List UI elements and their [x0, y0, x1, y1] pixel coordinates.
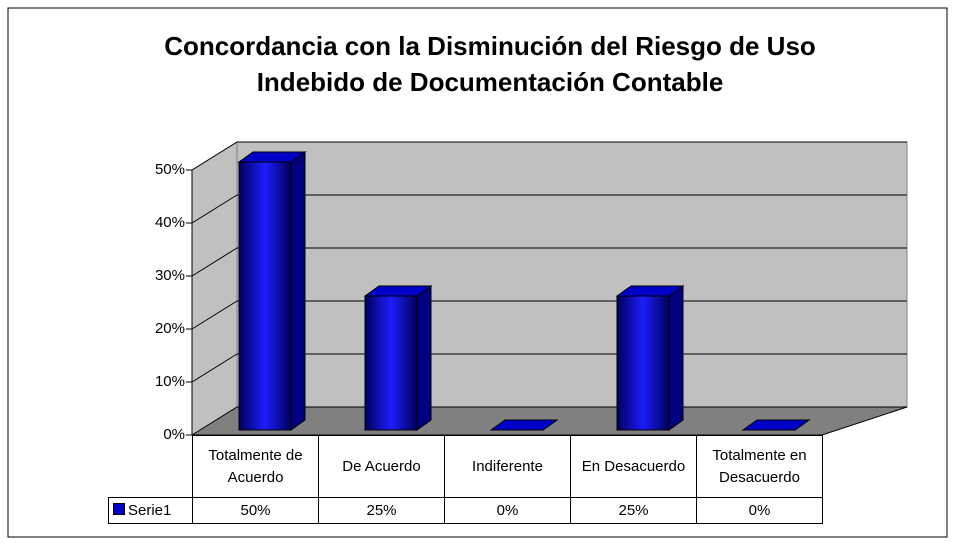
y-tick-label: 30% — [155, 267, 185, 284]
value-cell: 25% — [570, 497, 697, 524]
y-tick-label: 10% — [155, 373, 185, 390]
grid-line — [191, 300, 238, 330]
category-cell: De Acuerdo — [318, 435, 445, 498]
bar-front — [364, 295, 418, 431]
chart-title: Concordancia con la Disminución del Ries… — [164, 31, 816, 97]
y-tick-label: 20% — [155, 320, 185, 337]
back-wall — [236, 141, 908, 408]
y-tick-label: 50% — [155, 161, 185, 178]
bar-front — [238, 161, 292, 431]
bar-top — [363, 285, 433, 297]
bar-side — [290, 151, 306, 431]
value-cell: 25% — [318, 497, 445, 524]
y-tick-label: 40% — [155, 214, 185, 231]
grid-line — [191, 141, 238, 171]
bar-top — [615, 285, 685, 297]
value-cell: 50% — [192, 497, 319, 524]
bar — [489, 419, 559, 431]
bar — [237, 151, 307, 431]
category-cell: Indiferente — [444, 435, 571, 498]
blank-cell — [109, 436, 193, 498]
legend-label: Serie1 — [128, 501, 172, 519]
bar-side — [416, 285, 432, 431]
grid-line — [191, 247, 238, 277]
bar-front — [616, 295, 670, 431]
grid-line — [191, 353, 238, 383]
data-table: Totalmente de Acuerdo De Acuerdo Indiferen… — [108, 435, 823, 524]
value-cell: 0% — [696, 497, 823, 524]
bar-top — [237, 151, 307, 163]
bar — [741, 419, 811, 431]
grid-line — [191, 194, 238, 224]
bar-side — [668, 285, 684, 431]
value-cell: 0% — [444, 497, 571, 524]
category-cell: En Desacuerdo — [570, 435, 697, 498]
bar-top — [489, 419, 559, 431]
side-wall — [191, 141, 238, 436]
legend-swatch — [113, 502, 125, 515]
category-cell: Totalmente de Acuerdo — [192, 435, 319, 498]
bar — [363, 285, 433, 431]
bar — [615, 285, 685, 431]
bar-top — [741, 419, 811, 431]
y-tick-label: 0% — [163, 426, 185, 443]
category-cell: Totalmente en Desacuerdo — [696, 435, 823, 498]
legend-cell: Serie1 — [108, 497, 193, 524]
